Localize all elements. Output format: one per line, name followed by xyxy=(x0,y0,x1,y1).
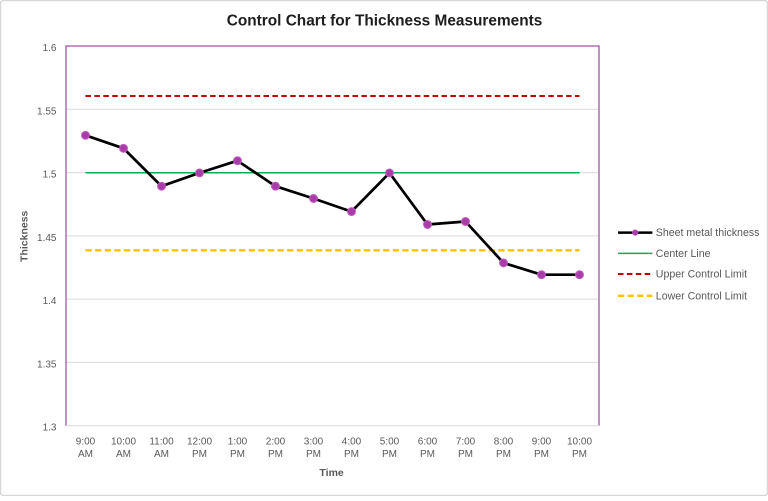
svg-text:Upper Control Limit: Upper Control Limit xyxy=(656,269,747,281)
svg-text:7:00: 7:00 xyxy=(456,436,476,447)
svg-text:Control Chart for Thickness Me: Control Chart for Thickness Measurements xyxy=(227,12,543,29)
svg-text:1.4: 1.4 xyxy=(43,296,57,307)
svg-text:1.55: 1.55 xyxy=(37,106,57,117)
svg-text:PM: PM xyxy=(496,449,511,460)
svg-text:1.35: 1.35 xyxy=(37,359,57,370)
svg-text:4:00: 4:00 xyxy=(342,436,362,447)
svg-text:Sheet metal thickness: Sheet metal thickness xyxy=(656,227,760,239)
svg-text:AM: AM xyxy=(154,449,169,460)
svg-text:PM: PM xyxy=(344,449,359,460)
svg-text:Time: Time xyxy=(319,467,343,479)
svg-text:3:00: 3:00 xyxy=(304,436,324,447)
svg-text:2:00: 2:00 xyxy=(266,436,286,447)
svg-text:1.45: 1.45 xyxy=(37,233,57,244)
svg-text:9:00: 9:00 xyxy=(532,436,552,447)
svg-text:1.6: 1.6 xyxy=(43,43,57,54)
svg-text:9:00: 9:00 xyxy=(76,436,96,447)
svg-text:AM: AM xyxy=(116,449,131,460)
svg-text:PM: PM xyxy=(192,449,207,460)
svg-text:1.5: 1.5 xyxy=(43,170,57,181)
svg-text:Center Line: Center Line xyxy=(656,248,711,260)
svg-text:6:00: 6:00 xyxy=(418,436,438,447)
svg-text:PM: PM xyxy=(534,449,549,460)
svg-text:PM: PM xyxy=(382,449,397,460)
svg-text:8:00: 8:00 xyxy=(494,436,514,447)
svg-text:5:00: 5:00 xyxy=(380,436,400,447)
svg-text:PM: PM xyxy=(230,449,245,460)
svg-text:10:00: 10:00 xyxy=(567,436,592,447)
svg-text:Lower Control Limit: Lower Control Limit xyxy=(656,290,747,302)
svg-text:12:00: 12:00 xyxy=(187,436,212,447)
svg-text:1:00: 1:00 xyxy=(228,436,248,447)
svg-text:11:00: 11:00 xyxy=(149,436,174,447)
svg-text:PM: PM xyxy=(420,449,435,460)
svg-text:1.3: 1.3 xyxy=(43,423,57,434)
svg-text:AM: AM xyxy=(78,449,93,460)
svg-text:Thickness: Thickness xyxy=(18,210,30,262)
svg-text:10:00: 10:00 xyxy=(111,436,136,447)
svg-text:PM: PM xyxy=(268,449,283,460)
svg-text:PM: PM xyxy=(572,449,587,460)
svg-text:PM: PM xyxy=(306,449,321,460)
svg-text:PM: PM xyxy=(458,449,473,460)
